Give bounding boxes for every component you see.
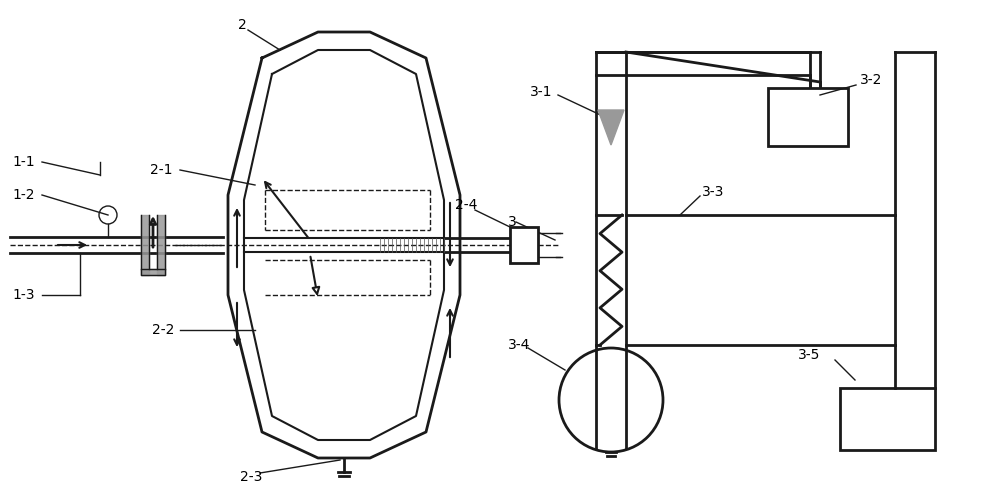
Text: 2: 2 — [238, 18, 247, 32]
Polygon shape — [598, 110, 624, 145]
Text: 2-2: 2-2 — [152, 323, 174, 337]
Text: 3: 3 — [508, 215, 517, 229]
Text: 1-1: 1-1 — [12, 155, 35, 169]
Text: 3-1: 3-1 — [530, 85, 552, 99]
Text: 3-5: 3-5 — [798, 348, 820, 362]
Text: 1-2: 1-2 — [12, 188, 34, 202]
Text: 3-4: 3-4 — [508, 338, 530, 352]
Bar — [510, 227, 538, 263]
Text: 3-2: 3-2 — [860, 73, 882, 87]
Bar — [840, 388, 935, 450]
Text: 1-3: 1-3 — [12, 288, 34, 302]
Bar — [768, 88, 848, 146]
Text: 3-3: 3-3 — [702, 185, 724, 199]
Text: 2-4: 2-4 — [455, 198, 477, 212]
Text: 2-1: 2-1 — [150, 163, 173, 177]
Text: 2-3: 2-3 — [240, 470, 262, 484]
